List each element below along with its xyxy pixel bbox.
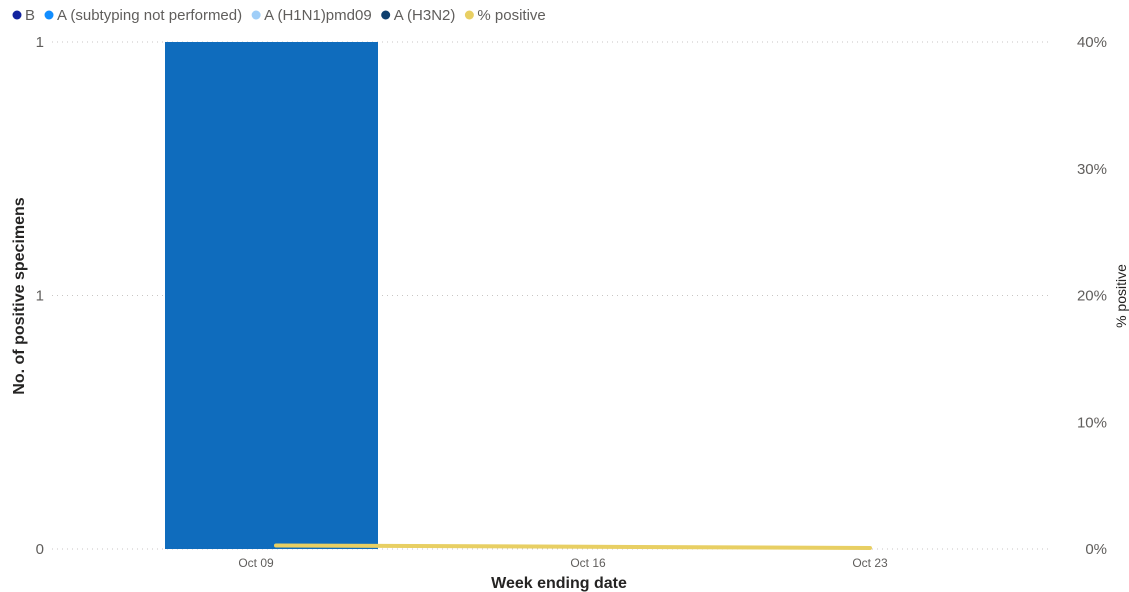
y2-tick-label: 30%	[1077, 161, 1107, 178]
y-tick-label: 1	[36, 288, 44, 305]
legend-label-2: A (H1N1)pmd09	[264, 7, 372, 24]
legend-label-0: B	[25, 7, 35, 24]
x-tick-label: Oct 23	[852, 556, 888, 570]
y-tick-label: 1	[36, 34, 44, 51]
x-axis-title: Week ending date	[491, 575, 627, 592]
bars	[165, 42, 378, 549]
y2-axis-title: % positive	[1113, 264, 1129, 328]
legend-label-3: A (H3N2)	[394, 7, 456, 24]
y2-tick-label: 10%	[1077, 414, 1107, 431]
legend: B A (subtyping not performed) A (H1N1)pmd0…	[12, 7, 546, 24]
y-axis-title: No. of positive specimens	[11, 197, 28, 394]
y-axis-right: 0% 10% 20% 30% 40%	[1077, 34, 1107, 558]
legend-marker-1	[44, 10, 54, 20]
percent-positive-line	[274, 543, 872, 550]
y2-tick-label: 40%	[1077, 34, 1107, 51]
y2-tick-label: 0%	[1085, 541, 1107, 558]
legend-marker-0	[12, 10, 22, 20]
percent-positive-series	[274, 543, 872, 550]
x-axis: Oct 09 Oct 16 Oct 23	[238, 556, 888, 570]
legend-marker-4	[464, 10, 474, 20]
y-tick-label: 0	[36, 541, 44, 558]
legend-label-4: % positive	[477, 7, 545, 24]
y2-tick-label: 20%	[1077, 288, 1107, 305]
x-tick-label: Oct 16	[570, 556, 606, 570]
legend-label-1: A (subtyping not performed)	[57, 7, 242, 24]
legend-marker-3	[381, 10, 391, 20]
y-axis-left: 0 1 1	[36, 34, 44, 558]
x-tick-label: Oct 09	[238, 556, 274, 570]
legend-marker-2	[251, 10, 261, 20]
bar-oct-09	[165, 42, 378, 549]
